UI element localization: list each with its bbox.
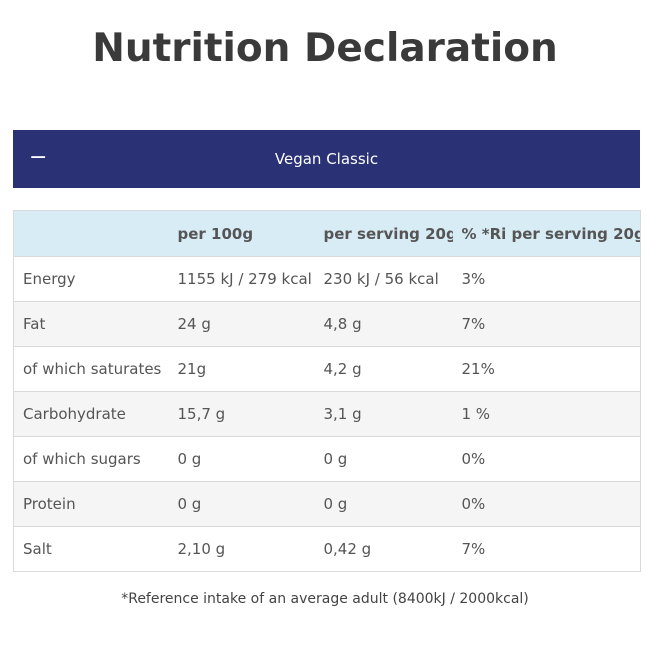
table-header-row: per 100g per serving 20g % *Ri per servi… [13,210,641,257]
table-row: Protein 0 g 0 g 0% [13,481,641,527]
accordion-header-vegan-classic[interactable]: − Vegan Classic [13,130,640,188]
table-row: Energy 1155 kJ / 279 kcal 230 kJ / 56 kc… [13,256,641,302]
value-per-100g: 2,10 g [168,526,315,572]
value-per-serving: 230 kJ / 56 kcal [314,256,453,302]
value-per-100g: 21g [168,346,315,392]
column-header-nutrient [13,210,169,257]
value-per-serving: 0 g [314,436,453,482]
table-row: Fat 24 g 4,8 g 7% [13,301,641,347]
table-row: Carbohydrate 15,7 g 3,1 g 1 % [13,391,641,437]
value-ri-percent: 0% [452,436,641,482]
collapse-icon[interactable]: − [29,145,48,170]
column-header-per-100g: per 100g [168,210,315,257]
value-ri-percent: 1 % [452,391,641,437]
nutrient-name: Energy [13,256,169,302]
value-per-100g: 24 g [168,301,315,347]
page-title: Nutrition Declaration [92,26,558,71]
nutrient-name: Fat [13,301,169,347]
value-per-serving: 4,8 g [314,301,453,347]
value-per-serving: 0,42 g [314,526,453,572]
nutrition-table: per 100g per serving 20g % *Ri per servi… [13,210,641,572]
accordion-title: Vegan Classic [274,150,379,168]
table-row: of which saturates 21g 4,2 g 21% [13,346,641,392]
value-per-100g: 1155 kJ / 279 kcal [168,256,315,302]
value-ri-percent: 0% [452,481,641,527]
reference-intake-footnote: *Reference intake of an average adult (8… [121,591,529,607]
table-row: of which sugars 0 g 0 g 0% [13,436,641,482]
column-header-ri-percent: % *Ri per serving 20g [452,210,641,257]
value-per-serving: 3,1 g [314,391,453,437]
nutrient-name: of which sugars [13,436,169,482]
nutrient-name: of which saturates [13,346,169,392]
column-header-per-serving: per serving 20g [314,210,453,257]
value-ri-percent: 7% [452,301,641,347]
value-ri-percent: 7% [452,526,641,572]
value-per-serving: 4,2 g [314,346,453,392]
nutrient-name: Carbohydrate [13,391,169,437]
value-ri-percent: 21% [452,346,641,392]
value-per-serving: 0 g [314,481,453,527]
value-per-100g: 0 g [168,481,315,527]
value-ri-percent: 3% [452,256,641,302]
nutrient-name: Protein [13,481,169,527]
nutrition-table-container: per 100g per serving 20g % *Ri per servi… [13,210,641,572]
value-per-100g: 15,7 g [168,391,315,437]
table-row: Salt 2,10 g 0,42 g 7% [13,526,641,572]
value-per-100g: 0 g [168,436,315,482]
nutrient-name: Salt [13,526,169,572]
